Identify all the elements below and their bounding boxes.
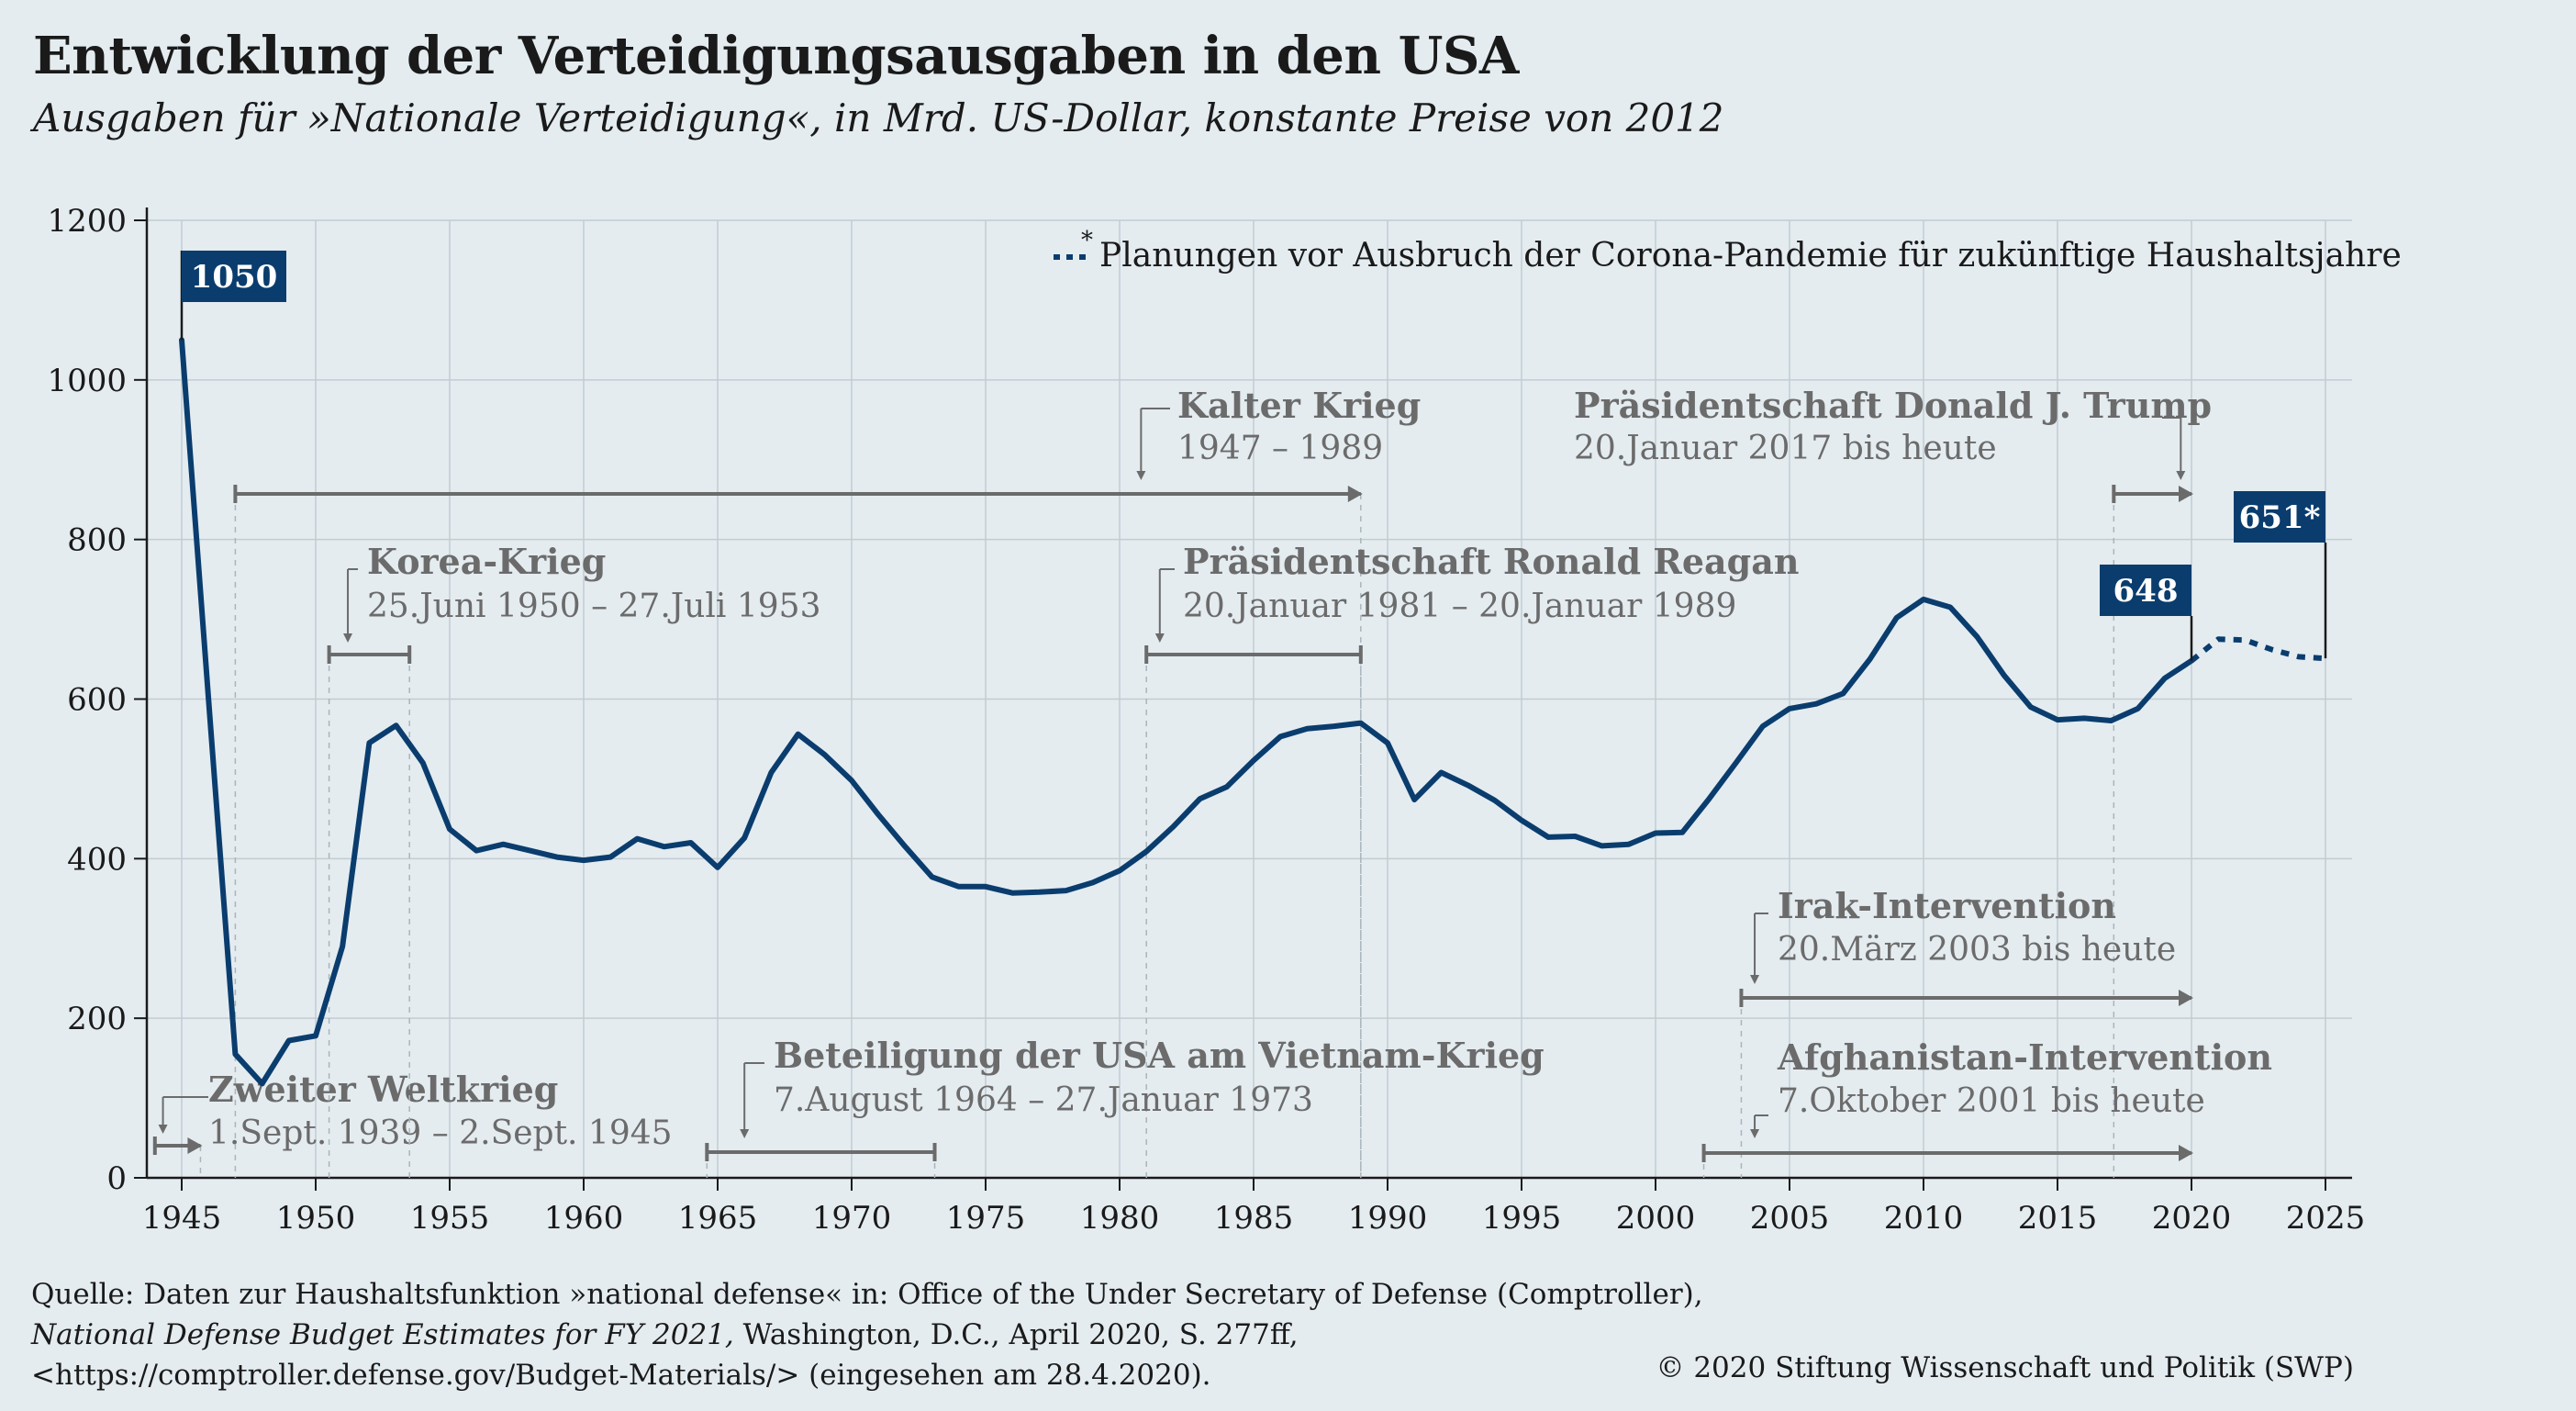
data-label-box <box>182 251 286 302</box>
x-tick-label: 1995 <box>1482 1200 1562 1237</box>
annotation-dates: 20.März 2003 bis heute <box>1778 931 2176 969</box>
annotation-leader-arrow <box>2176 471 2186 480</box>
x-tick-label: 1985 <box>1214 1200 1294 1237</box>
data-label-box <box>2234 491 2325 543</box>
data-label-text: 651* <box>2239 499 2321 536</box>
forecast-series-line <box>2190 636 2326 664</box>
x-tick-label: 1975 <box>946 1200 1026 1237</box>
y-tick-label: 400 <box>67 841 127 878</box>
annotation-dates: 20.Januar 1981 – 20.Januar 1989 <box>1183 588 1736 625</box>
y-tick-label: 1000 <box>47 363 127 399</box>
data-label-text: 648 <box>2113 573 2179 610</box>
annotation-dates: 7.Oktober 2001 bis heute <box>1778 1082 2205 1120</box>
annotation-title: Kalter Krieg <box>1177 385 1421 426</box>
x-tick-label: 1965 <box>678 1200 758 1237</box>
source-publication-title: National Defense Budget Estimates for FY… <box>31 1318 734 1351</box>
annotation-title: Präsidentschaft Donald J. Trump <box>1574 385 2212 426</box>
annotation-title: Präsidentschaft Ronald Reagan <box>1183 541 1800 582</box>
x-tick-label: 2015 <box>2018 1200 2098 1237</box>
x-tick-label: 2020 <box>2152 1200 2232 1237</box>
annotation-dates: 7.August 1964 – 27.Januar 1973 <box>774 1081 1313 1119</box>
source-line-2: National Defense Budget Estimates for FY… <box>31 1315 1703 1355</box>
source-publication-details: Washington, D.C., April 2020, S. 277ff, <box>733 1318 1299 1351</box>
x-tick-label: 1980 <box>1080 1200 1160 1237</box>
x-tick-label: 1990 <box>1348 1200 1428 1237</box>
x-tick-label: 2010 <box>1884 1200 1964 1237</box>
x-tick-label: 2005 <box>1750 1200 1830 1237</box>
data-label-box <box>2100 565 2191 616</box>
x-tick-label: 1955 <box>410 1200 490 1237</box>
source-note: Quelle: Daten zur Haushaltsfunktion »nat… <box>31 1274 1703 1395</box>
x-tick-label: 2000 <box>1616 1200 1696 1237</box>
annotation-leader-arrow <box>158 1125 168 1134</box>
x-tick-label: 1970 <box>812 1200 892 1237</box>
y-tick-label: 0 <box>106 1160 127 1197</box>
annotation-leader-arrow <box>1750 1129 1760 1138</box>
annotation-leader-arrow <box>740 1129 750 1138</box>
annotation-dates: 1947 – 1989 <box>1177 430 1383 467</box>
annotation-title: Afghanistan-Intervention <box>1777 1036 2272 1078</box>
x-tick-label: 2025 <box>2286 1200 2366 1237</box>
annotation-arrowhead <box>187 1137 203 1154</box>
line-chart: 1945 1950 1955 1960 1965 1970 1975 1980 1985 1990… <box>47 203 2402 1237</box>
y-tick-label: 800 <box>67 522 127 559</box>
x-tick-label: 1950 <box>276 1200 356 1237</box>
annotation-leader-arrow <box>1154 633 1165 643</box>
y-tick-label: 1200 <box>47 203 127 240</box>
y-tick-label: 600 <box>67 682 127 719</box>
legend-marker: * <box>1081 227 1093 254</box>
chart-subtitle: Ausgaben für »Nationale Verteidigung«, i… <box>33 95 1724 140</box>
legend-text: Planungen vor Ausbruch der Corona-Pandem… <box>1099 237 2402 274</box>
y-tick-label: 200 <box>67 1001 127 1037</box>
source-line-3: <https://comptroller.defense.gov/Budget-… <box>31 1359 1211 1392</box>
annotation-arrowhead <box>2179 486 2193 502</box>
annotation-title: Zweiter Weltkrieg <box>208 1069 558 1110</box>
annotation-arrowhead <box>1347 486 1363 502</box>
chart-title: Entwicklung der Verteidigungsausgaben in… <box>33 26 1519 86</box>
annotation-leader-arrow <box>1136 471 1146 480</box>
annotation-arrowhead <box>2179 1145 2193 1161</box>
copyright: © 2020 Stiftung Wissenschaft und Politik… <box>1656 1351 2354 1384</box>
annotation-dates: 1.Sept. 1939 – 2.Sept. 1945 <box>208 1114 673 1152</box>
annotation-leader-arrow <box>1750 975 1760 984</box>
data-label-text: 1050 <box>191 259 278 296</box>
spending-series-line <box>179 337 2194 1087</box>
annotation-dates: 20.Januar 2017 bis heute <box>1574 430 1997 467</box>
annotation-leader-arrow <box>343 633 353 643</box>
x-tick-label: 1960 <box>544 1200 624 1237</box>
x-tick-label: 1945 <box>142 1200 222 1237</box>
annotation-title: Beteiligung der USA am Vietnam-Krieg <box>774 1035 1544 1076</box>
annotation-title: Korea-Krieg <box>367 541 606 582</box>
source-line-1: Quelle: Daten zur Haushaltsfunktion »nat… <box>31 1278 1703 1311</box>
annotation-title: Irak-Intervention <box>1778 885 2116 926</box>
annotation-arrowhead <box>2179 990 2193 1006</box>
annotation-dates: 25.Juni 1950 – 27.Juli 1953 <box>367 588 820 625</box>
